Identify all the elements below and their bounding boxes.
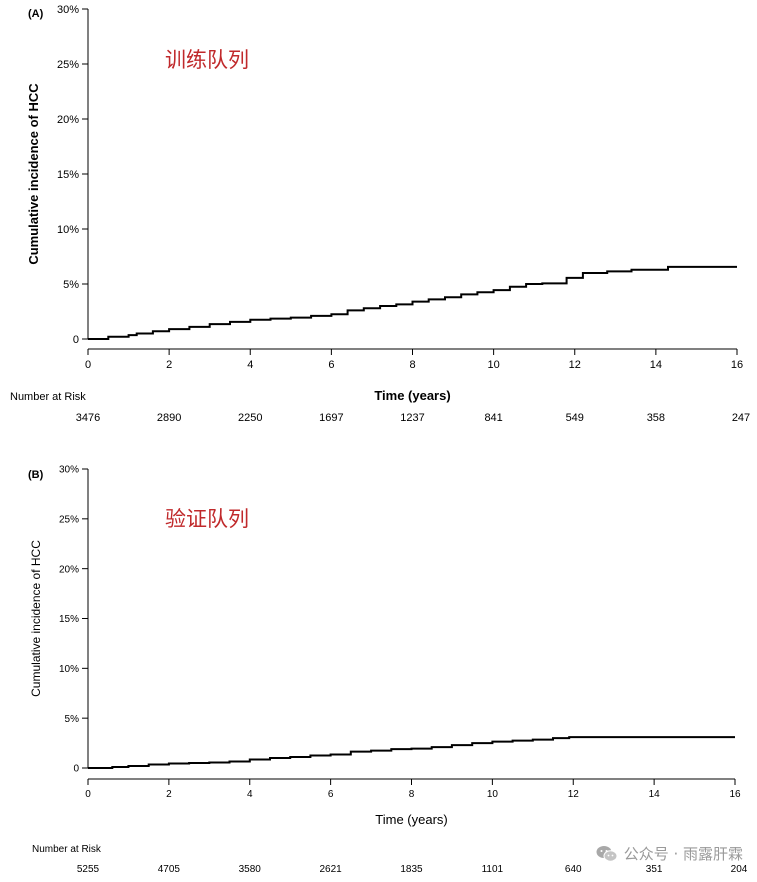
panel-a-y-tick-label: 20% [57,114,79,126]
panel-b-risk-value: 5255 [77,864,100,875]
panel-a-risk-title: Number at Risk [10,391,86,403]
panel-a-risk-value: 841 [484,412,502,424]
panel-b-y-tick-label: 10% [59,664,79,675]
panel-b-y-tick-label: 25% [59,514,79,525]
panel-b-y-tick-label: 15% [59,614,79,625]
panel-a-x-tick-label: 0 [85,359,91,371]
panel-a-risk-value: 2890 [157,412,181,424]
panel-b-risk-value: 3580 [239,864,262,875]
panel-b-risk-value: 1835 [400,864,423,875]
panel-b-risk-title: Number at Risk [32,844,102,855]
panel-a-x-tick-label: 8 [409,359,415,371]
panel-b-x-tick-label: 6 [328,789,334,800]
panel-b-series-line-0 [88,736,735,769]
watermark: 公众号 · 雨露肝霖 [596,843,743,864]
panel-a-x-tick-label: 12 [569,359,581,371]
panel-a-y-tick-label: 15% [57,169,79,181]
panel-b-y-tick-label: 5% [65,714,80,725]
panel-b-y-axis-label: Cumulative incidence of HCC [29,540,43,697]
panel-b-risk-value: 2621 [320,864,343,875]
panel-a-x-tick-label: 14 [650,359,662,371]
panel-a-y-tick-label: 5% [63,279,79,291]
panel-a-y-tick-label: 0 [73,334,79,346]
panel-b-risk-value: 640 [565,864,582,875]
panel-b-x-tick-label: 12 [568,789,580,800]
panel-a-risk-value: 549 [566,412,584,424]
panel-a-x-tick-label: 16 [731,359,743,371]
panel-b-x-tick-label: 2 [166,789,172,800]
panel-b-y-tick-label: 30% [59,465,79,476]
panel-b-x-tick-label: 4 [247,789,253,800]
panel-b-x-tick-label: 8 [409,789,415,800]
panel-a-label: (A) [28,8,44,20]
panel-a-risk-value: 358 [647,412,665,424]
panel-a-y-axis-label: Cumulative incidence of HCC [26,83,41,265]
panel-a-risk-value: 1697 [319,412,343,424]
panel-b-label: (B) [28,469,44,481]
panel-a-x-tick-label: 2 [166,359,172,371]
panel-b-x-tick-label: 16 [729,789,741,800]
watermark-text: 公众号 · 雨露肝霖 [623,845,743,863]
panel-b-x-tick-label: 14 [649,789,661,800]
panel-b-x-tick-label: 0 [85,789,91,800]
panel-b-risk-value: 204 [731,864,748,875]
panel-a-annotation: 训练队列 [165,49,249,72]
panel-a-x-tick-label: 4 [247,359,253,371]
panel-b-y-tick-label: 20% [59,564,79,575]
panel-a-y-tick-label: 25% [57,59,79,71]
panel-a-x-tick-label: 10 [488,359,500,371]
panel-a-y-tick-label: 10% [57,224,79,236]
panel-a-x-tick-label: 6 [328,359,334,371]
panel-a-series-line-0 [88,265,737,340]
panel-a-risk-value: 1237 [400,412,424,424]
panel-b-x-tick-label: 10 [487,789,499,800]
panel-a-y-tick-label: 30% [57,4,79,16]
panel-b-annotation: 验证队列 [165,508,249,531]
panel-a-x-axis-label: Time (years) [374,388,450,403]
panel-b-risk-value: 4705 [158,864,181,875]
panel-a-risk-value: 2250 [238,412,262,424]
panel-a-risk-value: 247 [732,412,750,424]
panel-b-risk-value: 351 [646,864,663,875]
wechat-icon [596,845,618,863]
panel-b-risk-value: 1101 [482,864,504,875]
panel-b-x-axis-label: Time (years) [375,812,447,827]
panel-b-y-tick-label: 0 [73,764,79,775]
panel-a-risk-value: 3476 [76,412,100,424]
